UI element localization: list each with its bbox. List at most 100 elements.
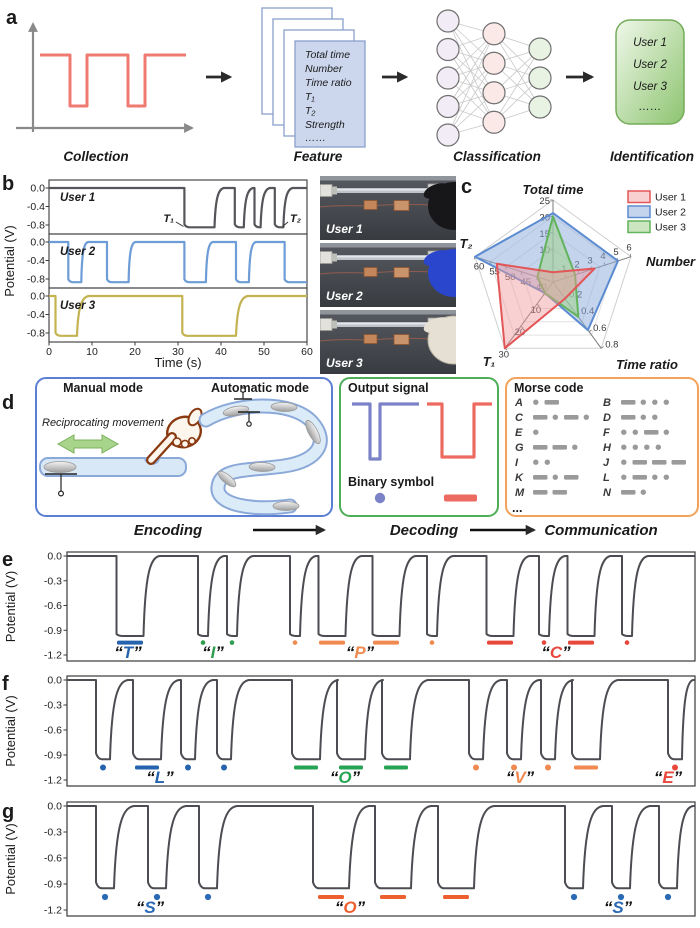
nn-node	[436, 94, 460, 119]
radar-tick-label: 5	[613, 247, 618, 258]
user-photo: User 1	[320, 176, 456, 240]
dot-pulse-waveform	[352, 402, 419, 461]
morse-dot-icon	[640, 399, 646, 405]
manual-mode-title: Manual mode	[63, 381, 143, 395]
collection-waveform	[40, 53, 186, 108]
liquid-metal-droplet	[43, 461, 77, 473]
x-tick-label: 60	[301, 346, 313, 358]
nn-node	[528, 37, 552, 61]
morse-dash-icon	[671, 460, 686, 465]
morse-dot-icon	[655, 444, 661, 450]
panel-b-plot: 0.0 -0.4 -0.8 User 1 0.0 -0.4 -0.8 User 2 0.0 -0.…	[27, 179, 313, 358]
hand-icon	[146, 407, 203, 465]
morse-dash-icon	[621, 490, 636, 495]
morse-trace-e: 0.0 -0.3 -0.6 -0.9 -1.2 Potential (V) “T” “I” “P…	[3, 551, 696, 662]
panel-d: Manual mode Automatic mode Reciprocating…	[35, 377, 699, 539]
nn-node	[528, 95, 552, 119]
radar-grid	[474, 199, 632, 349]
nn-edge	[493, 48, 541, 123]
morse-dash-icon	[621, 415, 636, 420]
y-tick-label: -0.8	[27, 328, 45, 340]
morse-dot-icon	[533, 429, 539, 435]
photo-user-label: User 1	[326, 222, 363, 236]
morse-dot-icon	[652, 474, 658, 480]
morse-dash-icon	[621, 400, 636, 405]
morse-dot-marker	[185, 764, 191, 771]
decoded-letter: “P”	[346, 643, 375, 662]
radar-tick-label: 20	[515, 327, 526, 338]
morse-dot-icon	[652, 399, 658, 405]
y-tick-label: -0.9	[44, 750, 62, 762]
y-tick-label: -0.3	[44, 700, 62, 712]
morse-dash-icon	[552, 490, 567, 495]
user-photos: User 1 User 2 User 3	[320, 176, 456, 374]
morse-letter: J	[603, 457, 610, 469]
morse-letter: A	[514, 397, 523, 409]
morse-dash-icon	[652, 460, 667, 465]
b-xlabel: Time (s)	[154, 355, 201, 370]
user-photo: User 3	[320, 310, 456, 374]
morse-dash-marker	[487, 640, 513, 645]
id-item: User 1	[633, 37, 667, 49]
morse-dash-marker	[568, 640, 594, 645]
decoding-label: Decoding	[390, 522, 458, 539]
decoded-letter: “S”	[604, 898, 633, 917]
identification-caption: Identification	[610, 149, 694, 164]
tube-highlight	[322, 256, 438, 258]
morse-dot-marker	[545, 764, 551, 771]
decoded-letter: “O”	[330, 768, 361, 787]
morse-letter: I	[515, 457, 519, 469]
morse-dot-icon	[621, 444, 627, 450]
morse-dash-icon	[533, 445, 548, 450]
morse-dash-marker	[318, 895, 344, 899]
morse-dot-marker	[473, 764, 479, 771]
radar-axis-label: Time ratio	[616, 357, 678, 372]
panel-label-f: f	[2, 673, 9, 695]
potential-trace	[67, 679, 695, 761]
dash-pulse-waveform	[427, 402, 492, 459]
y-tick-label: 0.0	[47, 675, 62, 687]
morse-dash-icon	[564, 475, 579, 480]
morse-dash-marker	[384, 765, 408, 770]
morse-dash-icon	[552, 445, 567, 450]
legend-label: User 3	[655, 222, 686, 234]
x-tick-label: 0	[46, 346, 52, 358]
panel-a: a Collection Total time Number Time rati…	[6, 7, 694, 164]
radar-axis-label: T₁	[483, 354, 496, 369]
plot-frame	[66, 801, 696, 917]
annotation-t2: T₂	[290, 213, 301, 225]
glove-finger	[423, 317, 449, 333]
feature-item: Total time	[305, 49, 350, 61]
wire	[320, 203, 453, 208]
morse-dash-marker	[294, 765, 318, 770]
neural-network	[436, 9, 552, 147]
y-axis-label: Potential (V)	[3, 823, 18, 895]
morse-dot-icon	[533, 459, 539, 465]
morse-dot-icon	[621, 429, 627, 435]
morse-dash-marker	[135, 765, 159, 770]
plot-frame	[66, 551, 696, 662]
morse-dash-marker	[380, 895, 406, 899]
morse-code-box	[505, 377, 699, 517]
feature-item: Time ratio	[305, 77, 352, 89]
nn-node	[436, 37, 460, 62]
morse-dot-icon	[644, 444, 650, 450]
feature-item: T₁	[305, 91, 315, 103]
radar-tick	[588, 329, 592, 333]
series-label: User 1	[60, 192, 95, 204]
glove-finger	[423, 250, 449, 266]
feature-card-front	[294, 40, 366, 148]
connector-collar	[332, 320, 337, 329]
y-tick-label: -0.4	[27, 255, 45, 267]
tube-highlight	[322, 189, 438, 191]
radar-axis-label: Total time	[523, 182, 584, 197]
radar-tick	[536, 303, 540, 307]
collection-caption: Collection	[63, 149, 128, 164]
morse-dot-icon	[663, 429, 669, 435]
morse-dash-icon	[564, 415, 579, 420]
decoded-letter: “T”	[114, 643, 142, 662]
panel-label-b: b	[2, 173, 14, 195]
potential-trace	[49, 294, 307, 337]
y-tick-label: -0.9	[44, 625, 62, 637]
